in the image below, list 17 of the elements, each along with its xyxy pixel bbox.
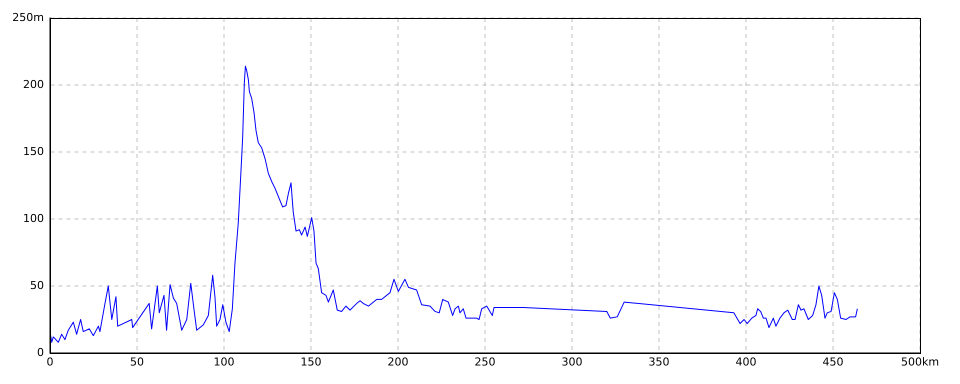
y-tick-label: 250m	[12, 10, 44, 24]
x-tick-label: 200	[388, 355, 408, 368]
x-tick-label: 150	[300, 355, 322, 368]
x-tick-label: 450	[822, 355, 844, 368]
x-tick-label: 300	[562, 355, 582, 368]
x-tick-label: 350	[648, 355, 670, 368]
y-tick-label: 50	[30, 278, 44, 292]
x-tick-label: 500km	[900, 355, 940, 368]
y-tick-label: 0	[37, 346, 44, 359]
y-tick-label: 150	[23, 144, 44, 158]
y-tick-label: 200	[23, 78, 44, 91]
x-tick-label: 250	[474, 355, 496, 368]
x-tick-label: 100	[214, 355, 234, 368]
x-tick-label: 400	[736, 355, 756, 368]
x-tick-label: 50	[130, 355, 144, 368]
y-tick-label: 100	[23, 212, 44, 225]
x-tick-label: 0	[46, 355, 54, 368]
